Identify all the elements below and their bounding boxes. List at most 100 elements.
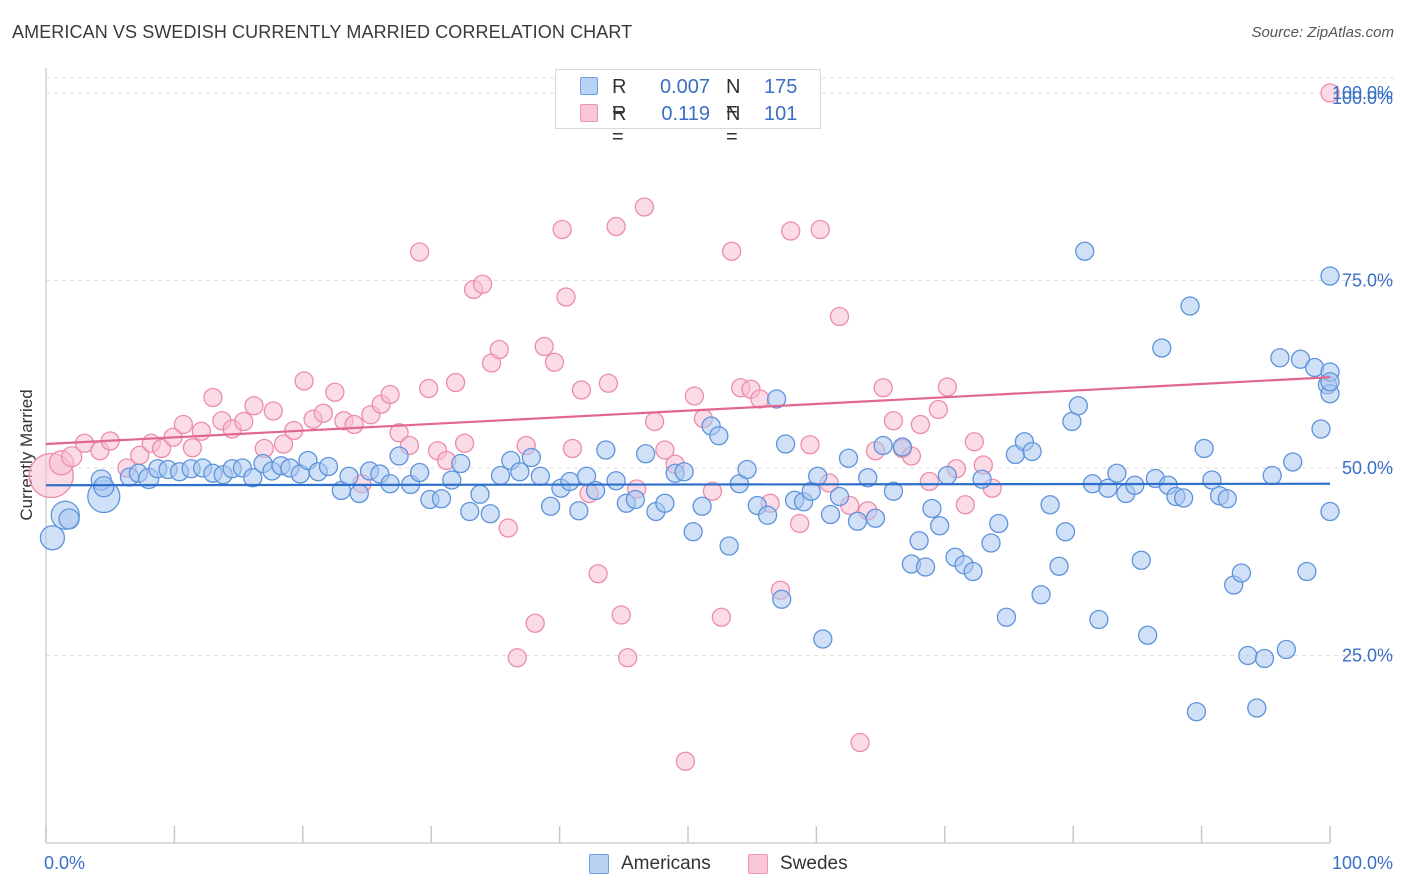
swedes-point <box>534 336 554 357</box>
swedes-point <box>409 242 430 262</box>
swedes-point <box>964 432 984 452</box>
americans-point <box>873 435 893 456</box>
americans-point <box>737 459 757 480</box>
americans-point <box>480 504 500 524</box>
americans-point <box>1131 550 1151 570</box>
swedes-point <box>937 377 958 397</box>
americans-point <box>692 496 712 516</box>
americans-point <box>596 440 616 460</box>
swedes-point <box>850 732 870 753</box>
americans-point <box>349 483 369 504</box>
gridlines <box>46 77 1394 656</box>
americans-point <box>1320 501 1340 522</box>
swedes-point <box>655 440 675 460</box>
americans-point <box>1040 495 1060 515</box>
swedes-point <box>702 481 723 501</box>
americans-point <box>1125 475 1145 495</box>
swedes-points <box>28 83 1340 771</box>
americans-point <box>892 437 913 457</box>
swedes-point <box>883 411 904 431</box>
americans-swatch <box>580 77 598 95</box>
americans-point <box>772 589 792 609</box>
r-label: R = <box>612 76 627 121</box>
americans-point <box>560 471 580 492</box>
americans-point <box>683 522 703 542</box>
y-tick-label: 100.0% <box>1332 83 1393 103</box>
trend-lines <box>45 376 1331 487</box>
americans-point <box>569 501 589 521</box>
swedes-point <box>1320 83 1340 103</box>
americans-point <box>1173 488 1194 508</box>
n-label: N = <box>726 103 741 148</box>
swedes-point <box>644 411 665 432</box>
americans-point <box>431 489 452 509</box>
n-label: N = <box>726 76 741 121</box>
americans-point <box>58 508 80 530</box>
swedes-point <box>418 378 439 399</box>
swedes-point <box>313 403 333 423</box>
americans-point <box>1138 625 1158 645</box>
americans-point <box>996 607 1017 627</box>
americans-point <box>451 453 471 474</box>
swedes-point <box>498 518 518 538</box>
swedes-point <box>389 423 409 443</box>
swedes-point <box>380 384 400 405</box>
americans-point <box>820 504 841 525</box>
americans-point <box>1049 556 1069 576</box>
swedes-point <box>910 414 931 435</box>
americans-point <box>460 501 480 522</box>
americans-point <box>766 389 787 409</box>
americans-trend-line <box>45 482 1331 487</box>
swedes-point <box>781 221 801 241</box>
swedes-point <box>552 219 572 240</box>
americans-point <box>1238 645 1258 666</box>
americans-point <box>243 468 263 488</box>
swedes-point <box>606 216 626 237</box>
swedes-point <box>263 401 283 421</box>
swedes-point <box>173 414 194 435</box>
americans-point <box>1283 452 1303 472</box>
americans-point <box>521 447 542 468</box>
swedes-point <box>182 438 203 458</box>
swedes-point <box>273 434 294 454</box>
americans-point <box>909 531 929 551</box>
swedes-trend-line <box>45 376 1331 446</box>
americans-point <box>1152 338 1172 358</box>
americans-point <box>389 446 409 466</box>
swedes-point <box>618 648 638 668</box>
americans-point <box>813 629 833 649</box>
americans-point <box>930 516 950 536</box>
americans-point <box>1107 463 1127 483</box>
americans-point <box>922 498 942 519</box>
americans-point <box>470 484 490 504</box>
swedes-legend-swatch <box>748 854 768 874</box>
legend-label: Swedes <box>780 853 848 874</box>
swedes-point <box>598 373 619 393</box>
americans-point <box>1276 639 1296 660</box>
americans-point <box>625 489 646 510</box>
swedes-point <box>928 399 949 420</box>
americans-point <box>1055 522 1076 542</box>
americans-point <box>847 511 868 531</box>
swedes-point <box>571 380 592 400</box>
americans-point <box>409 462 430 483</box>
tick-labels: 25.0%50.0%75.0%100.0%100.0%0.0% 100.0% <box>44 83 1393 873</box>
swedes-point <box>873 378 893 398</box>
americans-point <box>530 466 550 486</box>
americans-point <box>1262 465 1282 486</box>
americans-point <box>972 469 992 489</box>
swedes-point <box>675 751 696 771</box>
y-tick-label: 50.0% <box>1342 458 1393 478</box>
americans-point <box>93 476 115 498</box>
americans-point <box>808 466 828 486</box>
americans-point <box>865 508 886 528</box>
swedes-point <box>234 411 254 432</box>
americans-point <box>606 471 626 491</box>
swedes-point <box>750 389 770 409</box>
swedes-point <box>544 352 565 372</box>
swedes-point <box>562 438 583 459</box>
americans-points <box>39 241 1340 722</box>
americans-point <box>1186 702 1207 722</box>
swedes-point <box>556 287 576 307</box>
